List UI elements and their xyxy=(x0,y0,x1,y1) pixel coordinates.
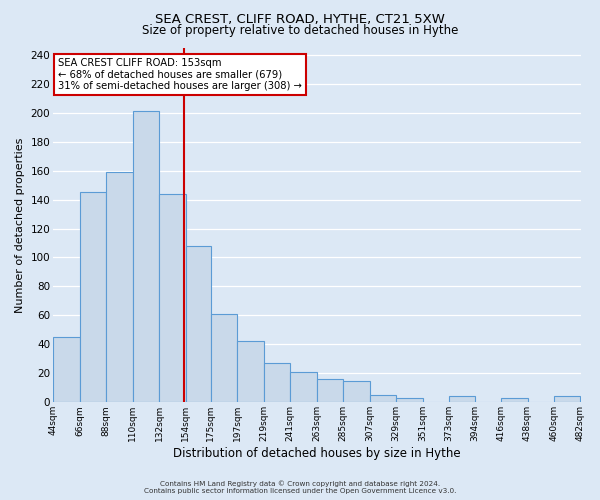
Bar xyxy=(343,380,370,402)
Bar xyxy=(317,379,343,402)
Bar xyxy=(53,337,80,402)
Bar xyxy=(370,395,396,402)
Bar xyxy=(133,111,159,403)
Bar xyxy=(238,342,264,402)
Text: SEA CREST CLIFF ROAD: 153sqm
← 68% of detached houses are smaller (679)
31% of s: SEA CREST CLIFF ROAD: 153sqm ← 68% of de… xyxy=(58,58,302,92)
Text: Size of property relative to detached houses in Hythe: Size of property relative to detached ho… xyxy=(142,24,458,37)
Bar xyxy=(159,194,185,402)
Bar xyxy=(396,398,423,402)
Bar xyxy=(449,396,475,402)
Bar xyxy=(185,246,211,402)
Bar xyxy=(554,396,580,402)
Bar xyxy=(80,192,106,402)
Bar xyxy=(264,363,290,403)
Y-axis label: Number of detached properties: Number of detached properties xyxy=(15,137,25,312)
Bar xyxy=(211,314,238,402)
Bar xyxy=(106,172,133,402)
Text: Contains HM Land Registry data © Crown copyright and database right 2024.
Contai: Contains HM Land Registry data © Crown c… xyxy=(144,480,456,494)
X-axis label: Distribution of detached houses by size in Hythe: Distribution of detached houses by size … xyxy=(173,447,461,460)
Bar xyxy=(290,372,317,402)
Bar xyxy=(501,398,527,402)
Text: SEA CREST, CLIFF ROAD, HYTHE, CT21 5XW: SEA CREST, CLIFF ROAD, HYTHE, CT21 5XW xyxy=(155,12,445,26)
